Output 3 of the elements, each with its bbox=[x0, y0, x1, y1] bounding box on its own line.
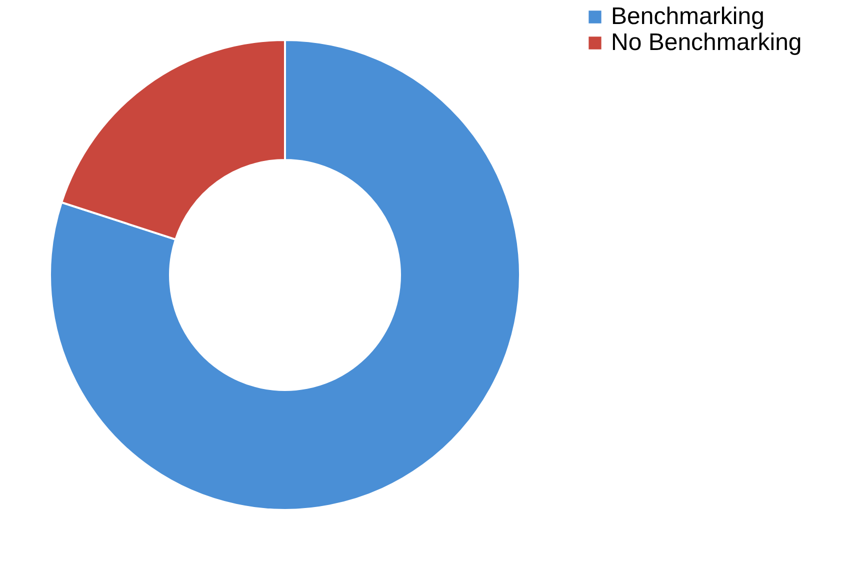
legend-label: Benchmarking bbox=[611, 3, 764, 30]
donut-slice bbox=[49, 39, 521, 511]
legend-label: No Benchmarking bbox=[611, 29, 802, 56]
